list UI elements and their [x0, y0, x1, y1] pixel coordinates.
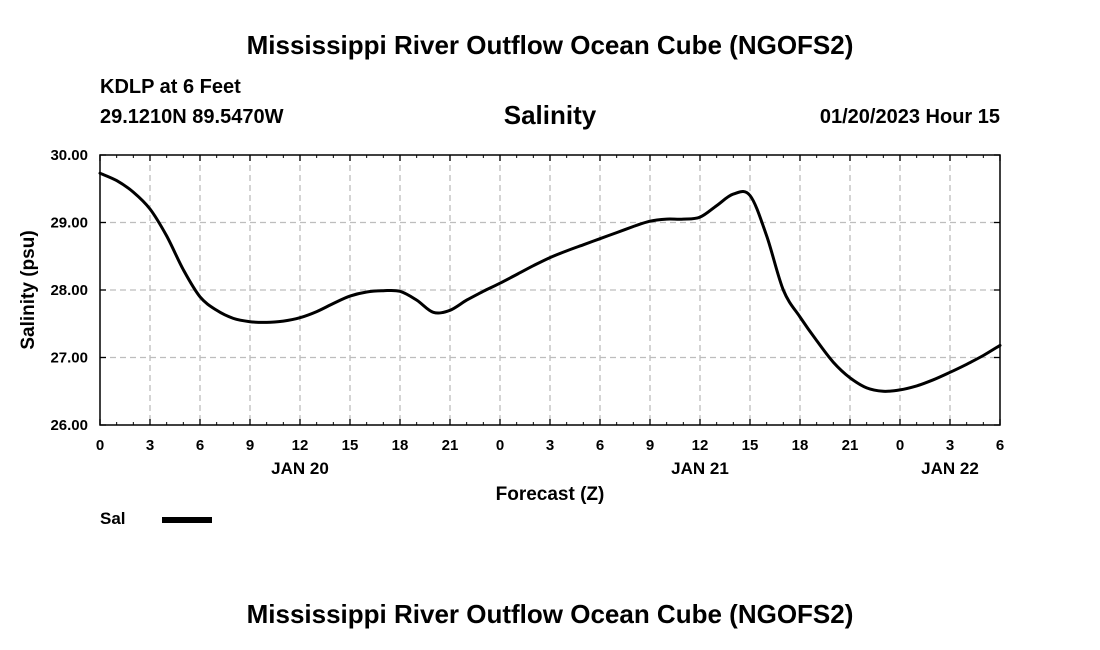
x-tick-label: 0 [896, 437, 904, 454]
date-label: JAN 20 [271, 459, 329, 478]
x-tick-label: 12 [292, 437, 309, 454]
forecast-datetime: 01/20/2023 Hour 15 [819, 106, 1000, 128]
x-tick-label: 3 [546, 437, 554, 454]
chart-repeated-title: Mississippi River Outflow Ocean Cube (NG… [246, 599, 854, 629]
x-tick-label: 15 [342, 437, 359, 454]
date-label: JAN 22 [921, 459, 979, 478]
legend-label: Sal [100, 509, 126, 528]
x-tick-label: 6 [996, 437, 1004, 454]
x-tick-label: 0 [96, 437, 104, 454]
x-tick-label: 18 [792, 437, 809, 454]
y-tick-label: 26.00 [50, 417, 88, 434]
chart-main-title: Mississippi River Outflow Ocean Cube (NG… [246, 30, 854, 60]
date-labels: JAN 20 JAN 21 JAN 22 [271, 459, 979, 478]
x-tick-label: 9 [246, 437, 254, 454]
x-tick-label: 12 [692, 437, 709, 454]
x-tick-label: 18 [392, 437, 409, 454]
x-tick-label: 21 [842, 437, 859, 454]
x-tick-label: 15 [742, 437, 759, 454]
x-axis-label: Forecast (Z) [496, 484, 605, 505]
y-axis-label: Salinity (psu) [18, 230, 39, 349]
date-label: JAN 21 [671, 459, 729, 478]
series-line-sal [98, 171, 1002, 393]
x-tick-label: 21 [442, 437, 459, 454]
y-tick-label: 28.00 [50, 282, 88, 299]
chart-subtitle: Salinity [503, 100, 597, 130]
x-axis-ticks: 0 3 6 9 12 15 18 21 0 3 6 9 12 15 18 21 0 3 6 [96, 155, 1004, 454]
legend-swatch-line [162, 517, 212, 523]
station-coordinates: 29.1210N 89.5470W [100, 106, 284, 128]
station-label: KDLP at 6 Feet [100, 76, 241, 98]
y-tick-label: 30.00 [50, 147, 88, 164]
x-tick-label: 3 [946, 437, 954, 454]
y-tick-label: 29.00 [50, 215, 88, 232]
chart-grid [100, 155, 1000, 425]
salinity-chart: 0 3 6 9 12 15 18 21 0 3 6 9 12 15 18 21 0 3 6 26.00 27.00 28… [18, 147, 1004, 505]
x-tick-label: 0 [496, 437, 504, 454]
x-tick-label: 6 [196, 437, 204, 454]
y-axis-ticks: 26.00 27.00 28.00 29.00 30.00 [50, 147, 1000, 434]
y-tick-label: 27.00 [50, 350, 88, 367]
x-tick-label: 6 [596, 437, 604, 454]
x-tick-label: 9 [646, 437, 654, 454]
x-tick-label: 3 [146, 437, 154, 454]
